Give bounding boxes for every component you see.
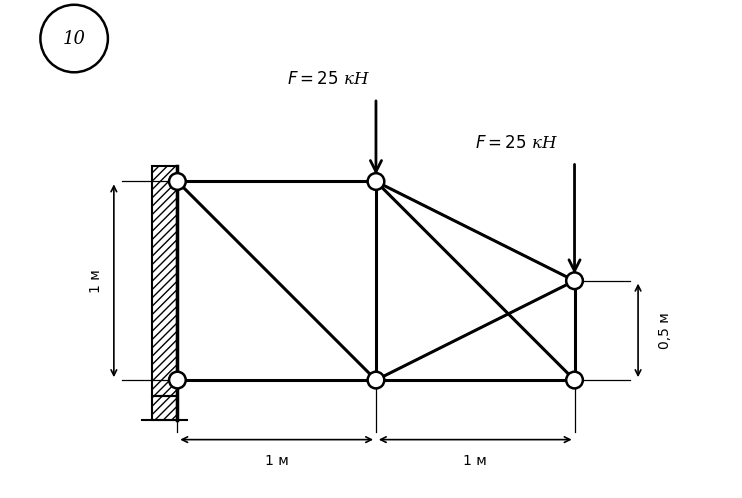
Text: 1 м: 1 м <box>265 454 289 468</box>
Text: 1 м: 1 м <box>89 269 103 293</box>
Bar <box>151 166 177 396</box>
Text: 0,5 м: 0,5 м <box>658 312 672 349</box>
Text: $F=25$ кН: $F=25$ кН <box>286 71 370 88</box>
Circle shape <box>367 173 384 190</box>
Text: 1 м: 1 м <box>463 454 487 468</box>
Circle shape <box>566 272 583 289</box>
Circle shape <box>40 5 108 72</box>
Text: 10: 10 <box>62 29 85 47</box>
Circle shape <box>566 372 583 388</box>
Circle shape <box>367 372 384 388</box>
Text: $F=25$ кН: $F=25$ кН <box>475 134 558 152</box>
Circle shape <box>169 372 186 388</box>
Bar <box>151 396 177 420</box>
Circle shape <box>169 173 186 190</box>
